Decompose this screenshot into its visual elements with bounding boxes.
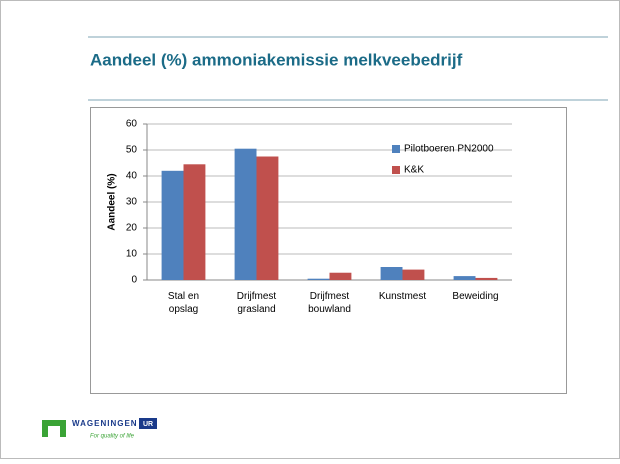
legend-swatch (392, 145, 400, 153)
bar (307, 278, 330, 280)
bar (453, 276, 476, 280)
x-tick-label: Kunstmest (379, 291, 426, 302)
legend-label: K&K (404, 165, 424, 176)
logo-tagline: For quality of life (90, 434, 135, 440)
x-tick-label: Stal en opslag (168, 291, 199, 315)
logo-icon (48, 426, 60, 437)
y-tick-label: 20 (126, 223, 138, 234)
y-tick-label: 10 (126, 249, 138, 260)
legend-swatch (392, 166, 400, 174)
bar (161, 170, 184, 280)
logo-badge (139, 418, 157, 429)
y-tick-label: 0 (131, 275, 137, 286)
legend-label: Pilotboeren PN2000 (404, 144, 494, 155)
y-tick-label: 30 (126, 197, 138, 208)
y-tick-label: 40 (126, 171, 138, 182)
x-tick-label: Drijfmest grasland (237, 291, 277, 315)
slide-title: Aandeel (%) ammoniakemissie melkveebedri… (90, 50, 463, 69)
logo-name: WAGENINGEN (72, 419, 138, 428)
bar (329, 272, 352, 280)
bar (234, 148, 257, 280)
x-tick-label: Drijfmest bouwland (308, 291, 351, 315)
bar (380, 267, 403, 280)
y-tick-label: 60 (126, 119, 138, 130)
bar (256, 156, 279, 280)
y-tick-label: 50 (126, 145, 138, 156)
logo: WAGENINGEN UR For quality of life (42, 418, 157, 440)
bar (475, 277, 498, 280)
logo-badge-text: UR (143, 421, 153, 428)
y-axis-label: Aandeel (%) (107, 173, 118, 230)
x-tick-label: Beweiding (452, 291, 498, 302)
bar (402, 269, 425, 280)
bar (183, 164, 206, 280)
